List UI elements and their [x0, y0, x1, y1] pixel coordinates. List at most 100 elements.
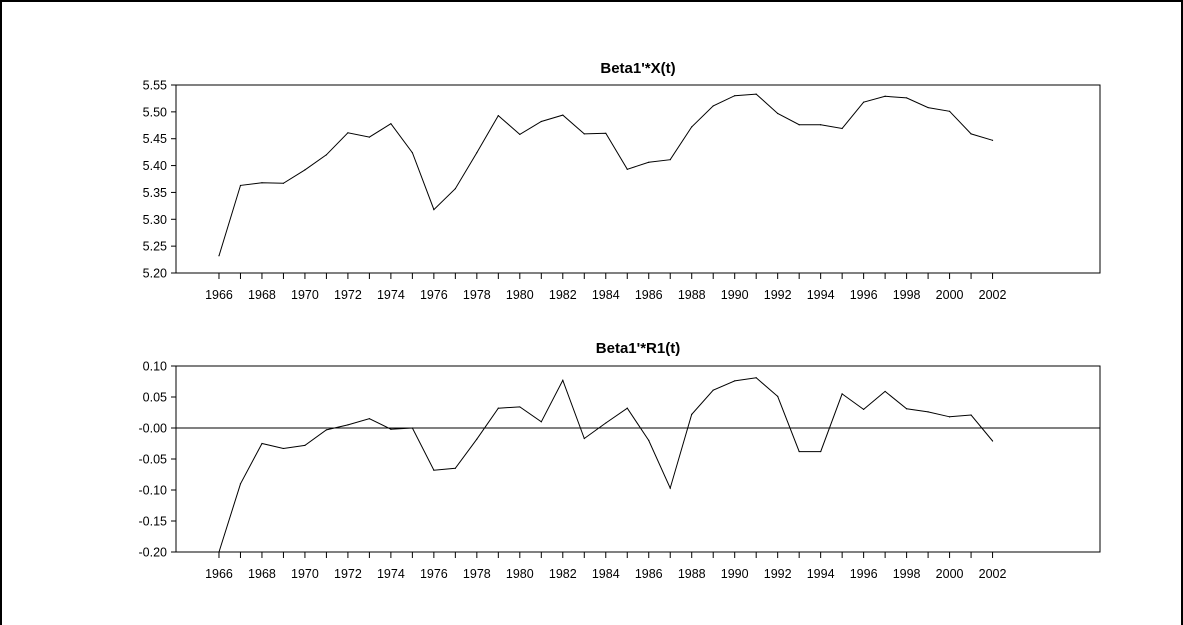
- y-tick-label: 5.45: [143, 132, 167, 146]
- x-tick-label: 1984: [592, 288, 620, 302]
- x-tick-label: 1996: [850, 288, 878, 302]
- data-point: [476, 438, 478, 440]
- data-point: [712, 105, 714, 107]
- data-point: [734, 380, 736, 382]
- data-point: [261, 182, 263, 184]
- y-tick-label: 5.50: [143, 105, 167, 119]
- x-tick-label: 1980: [506, 567, 534, 581]
- data-point: [583, 133, 585, 135]
- data-point: [970, 133, 972, 135]
- y-tick-label: -0.10: [139, 484, 168, 498]
- x-tick-label: 1988: [678, 288, 706, 302]
- x-tick-label: 1972: [334, 288, 362, 302]
- data-point: [239, 483, 242, 485]
- chart-title: Beta1'*X(t): [600, 60, 675, 77]
- x-tick-label: 1974: [377, 567, 405, 581]
- y-tick-label: 5.25: [143, 240, 167, 254]
- data-point: [648, 161, 650, 163]
- series-line: [218, 377, 993, 553]
- x-tick-label: 2000: [936, 288, 964, 302]
- x-tick-label: 1984: [592, 567, 620, 581]
- x-tick-label: 2002: [979, 288, 1007, 302]
- data-point: [712, 389, 714, 391]
- x-tick-label: 1974: [377, 288, 405, 302]
- x-tick-label: 1982: [549, 567, 577, 581]
- data-point: [948, 416, 951, 418]
- data-point: [777, 112, 779, 115]
- data-point: [519, 406, 521, 408]
- x-tick-label: 2002: [979, 567, 1007, 581]
- data-point: [820, 124, 822, 126]
- y-tick-label: -0.05: [139, 453, 168, 467]
- x-tick-label: 1988: [678, 567, 706, 581]
- data-point: [433, 209, 435, 211]
- y-tick-label: -0.15: [139, 515, 168, 529]
- data-point: [906, 408, 908, 410]
- x-tick-label: 1992: [764, 288, 792, 302]
- data-point: [390, 428, 392, 430]
- chart-title: Beta1'*R1(t): [596, 340, 680, 357]
- data-point: [948, 110, 951, 112]
- x-tick-label: 1978: [463, 288, 491, 302]
- x-tick-label: 1976: [420, 288, 448, 302]
- y-tick-label: 0.10: [143, 360, 167, 374]
- series-line: [218, 93, 993, 256]
- data-point: [304, 444, 306, 446]
- data-point: [991, 139, 994, 141]
- data-point: [906, 97, 908, 99]
- x-tick-label: 1992: [764, 567, 792, 581]
- data-point: [325, 429, 328, 431]
- plot-area: [175, 84, 1101, 274]
- data-point: [411, 152, 413, 154]
- x-tick-label: 1968: [248, 288, 276, 302]
- y-tick-label: 5.40: [143, 159, 167, 173]
- x-tick-label: 1966: [205, 567, 233, 581]
- data-point: [927, 106, 929, 109]
- data-point: [841, 127, 843, 130]
- data-point: [497, 407, 499, 409]
- x-tick-label: 1978: [463, 567, 491, 581]
- y-tick-label: -0.00: [139, 422, 168, 436]
- y-tick-label: 0.05: [143, 391, 167, 405]
- data-point: [218, 551, 220, 553]
- data-point: [669, 159, 671, 161]
- data-point: [218, 255, 220, 257]
- data-point: [755, 377, 757, 379]
- data-point: [605, 132, 607, 134]
- data-point: [497, 115, 499, 117]
- x-tick-label: 1986: [635, 567, 663, 581]
- data-point: [433, 469, 435, 471]
- x-tick-label: 1980: [506, 288, 534, 302]
- data-point: [540, 120, 542, 123]
- data-point: [777, 395, 779, 397]
- x-tick-label: 1998: [893, 288, 921, 302]
- data-point: [562, 379, 564, 381]
- x-tick-label: 1972: [334, 567, 362, 581]
- x-tick-label: 1996: [850, 567, 878, 581]
- y-tick-label: -0.20: [139, 546, 168, 560]
- x-tick-label: 1998: [893, 567, 921, 581]
- data-point: [282, 447, 285, 450]
- x-tick-label: 1976: [420, 567, 448, 581]
- data-point: [755, 93, 757, 95]
- x-tick-label: 1990: [721, 567, 749, 581]
- data-point: [626, 168, 628, 170]
- data-point: [282, 182, 285, 184]
- x-tick-label: 2000: [936, 567, 964, 581]
- x-tick-label: 1966: [205, 288, 233, 302]
- y-tick-label: 5.30: [143, 213, 167, 227]
- data-point: [540, 421, 542, 423]
- data-point: [454, 467, 456, 469]
- data-point: [583, 437, 585, 440]
- data-point: [863, 101, 865, 103]
- data-point: [390, 123, 392, 125]
- data-point: [347, 424, 349, 426]
- data-point: [239, 184, 242, 187]
- chart-1: Beta1'*X(t) 5.20 5.25 5.30 5.35 5.40 5.45 5.50 5…: [143, 60, 1101, 302]
- data-point: [626, 407, 628, 409]
- data-point: [884, 390, 886, 393]
- data-point: [519, 133, 521, 136]
- data-point: [798, 124, 800, 126]
